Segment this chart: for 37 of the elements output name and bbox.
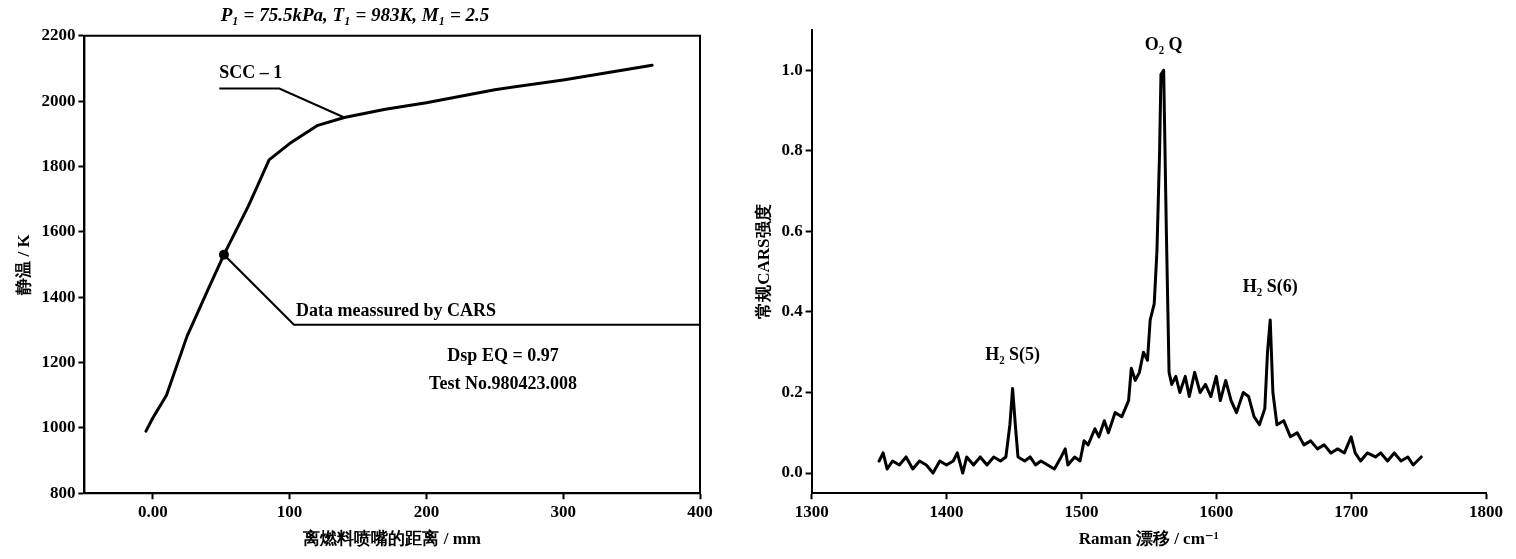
x-tick-label: 200 xyxy=(413,501,440,521)
x-tick-label: 1300 xyxy=(794,501,829,521)
annotation: Test No.980423.008 xyxy=(429,372,577,393)
x-tick-label: 1400 xyxy=(929,501,964,521)
y-tick-label: 0.8 xyxy=(781,140,803,160)
y-axis-title: 静温 / K xyxy=(13,233,33,296)
x-tick-label: 0.00 xyxy=(137,501,168,521)
x-axis-title: Raman 漂移 / cm⁻¹ xyxy=(1078,529,1219,549)
y-tick-label: 0.4 xyxy=(781,301,804,321)
chart-title: P₁ = 75.5kPa, T₁ = 983K, M₁ = 2.5 xyxy=(219,4,490,26)
annotation: H₂ S(5) xyxy=(985,344,1041,366)
annotation: Dsp EQ = 0.97 xyxy=(447,344,559,365)
y-tick-label: 1400 xyxy=(41,286,76,306)
x-axis-title: 离燃料喷嘴的距离 / mm xyxy=(302,529,481,549)
y-tick-label: 0.0 xyxy=(781,462,803,482)
y-tick-label: 2200 xyxy=(41,25,76,45)
annotation: O₂ Q xyxy=(1144,33,1183,54)
y-tick-label: 1600 xyxy=(41,221,76,241)
y-tick-label: 1000 xyxy=(41,417,76,437)
x-tick-label: 1700 xyxy=(1334,501,1369,521)
y-tick-label: 1800 xyxy=(41,155,76,175)
y-tick-label: 0.2 xyxy=(781,381,803,401)
y-axis-title: 常规CARS强度 xyxy=(753,204,773,319)
x-tick-label: 400 xyxy=(687,501,713,521)
annotation: SCC – 1 xyxy=(219,62,283,83)
y-tick-label: 1.0 xyxy=(781,59,803,79)
y-tick-label: 1200 xyxy=(41,351,76,371)
annotation: Data meassured by CARS xyxy=(295,300,497,321)
y-tick-label: 2000 xyxy=(41,90,76,110)
x-tick-label: 1600 xyxy=(1199,501,1234,521)
x-tick-label: 300 xyxy=(550,501,576,521)
x-tick-label: 100 xyxy=(276,501,303,521)
y-tick-label: 0.6 xyxy=(781,220,803,240)
y-tick-label: 800 xyxy=(49,482,76,502)
x-tick-label: 1800 xyxy=(1469,501,1503,521)
x-tick-label: 1500 xyxy=(1064,501,1099,521)
annotation: H₂ S(6) xyxy=(1242,275,1298,297)
